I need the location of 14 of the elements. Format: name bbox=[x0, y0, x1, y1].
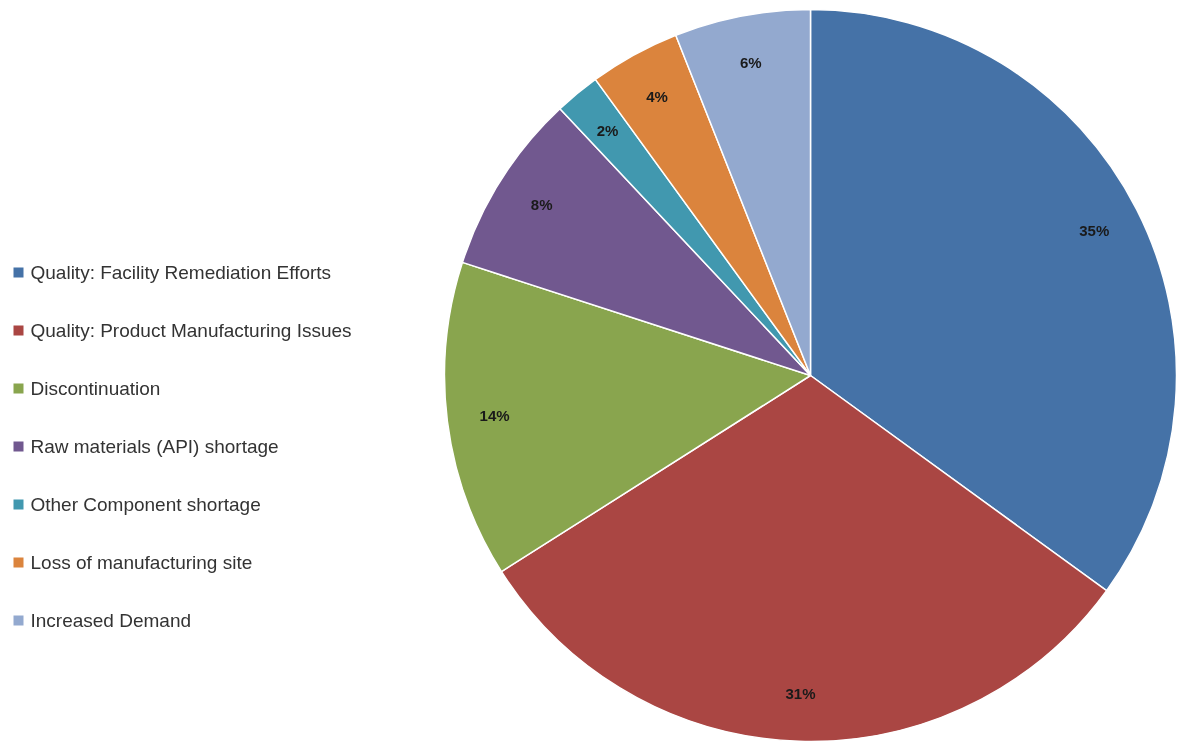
legend-label: Loss of manufacturing site bbox=[30, 552, 253, 573]
data-label: 31% bbox=[785, 685, 816, 703]
legend-label: Discontinuation bbox=[30, 378, 161, 399]
legend-label: Other Component shortage bbox=[30, 494, 261, 515]
legend-label: Raw materials (API) shortage bbox=[30, 436, 279, 457]
data-label: 14% bbox=[479, 406, 510, 424]
legend-label: Quality: Product Manufacturing Issues bbox=[30, 320, 352, 341]
data-label: 6% bbox=[739, 54, 762, 72]
legend-label: Quality: Facility Remediation Efforts bbox=[30, 262, 332, 283]
data-label: 35% bbox=[1079, 222, 1110, 240]
data-label: 2% bbox=[596, 121, 619, 139]
data-label: 4% bbox=[646, 87, 668, 105]
data-label: 8% bbox=[530, 196, 553, 214]
legend-label: Increased Demand bbox=[30, 610, 192, 631]
